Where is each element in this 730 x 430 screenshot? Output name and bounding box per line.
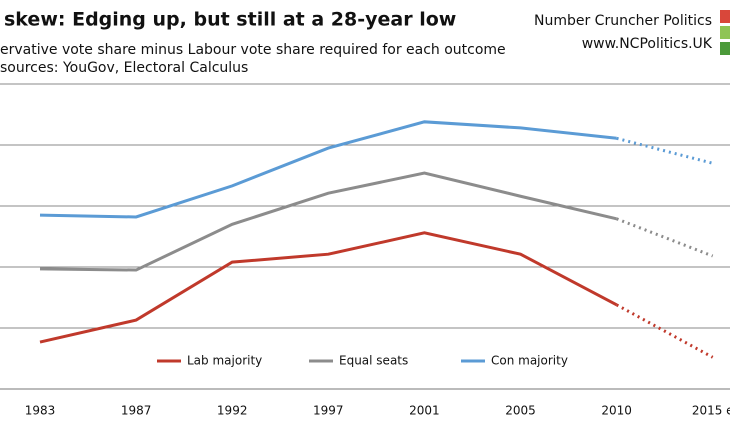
x-tick-label: 2001 xyxy=(409,404,440,418)
x-tick-label: 1997 xyxy=(313,404,344,418)
estimate-line xyxy=(615,303,714,359)
brand: Number Cruncher Politics xyxy=(534,13,712,29)
x-tick-label: 1987 xyxy=(121,404,152,418)
website: www.NCPolitics.UK xyxy=(582,36,713,52)
chart-source: sources: YouGov, Electoral Calculus xyxy=(0,60,248,76)
series-line xyxy=(39,120,617,219)
series-line xyxy=(39,171,617,272)
x-tick-label: 2010 xyxy=(601,404,632,418)
logo-block xyxy=(720,10,730,23)
estimate-line xyxy=(616,136,714,165)
logo-block xyxy=(720,26,730,39)
legend-label: Lab majority xyxy=(187,354,262,368)
chart-title: skew: Edging up, but still at a 28-year … xyxy=(4,9,456,31)
x-tick-label: 2015 e xyxy=(692,404,730,418)
x-tick-label: 2005 xyxy=(505,404,536,418)
legend-label: Equal seats xyxy=(339,354,408,368)
estimate-line xyxy=(616,217,714,258)
legend-label: Con majority xyxy=(491,354,568,368)
x-tick-label: 1992 xyxy=(217,404,248,418)
logo-block xyxy=(720,42,730,55)
series-line xyxy=(39,231,618,344)
chart-subtitle: ervative vote share minus Labour vote sh… xyxy=(0,42,506,58)
x-tick-label: 1983 xyxy=(25,404,56,418)
